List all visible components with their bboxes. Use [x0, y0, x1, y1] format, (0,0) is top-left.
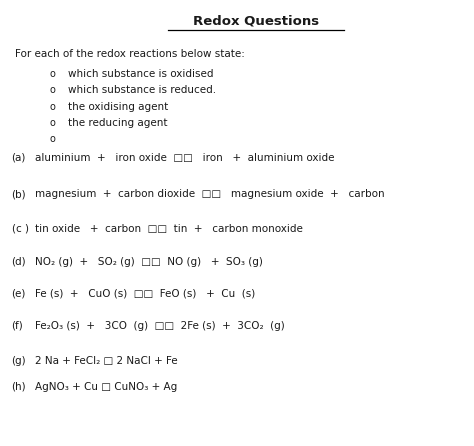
- Text: aluminium  +   iron oxide  □□   iron   +  aluminium oxide: aluminium + iron oxide □□ iron + alumini…: [35, 153, 334, 163]
- Text: (c ): (c ): [11, 224, 28, 234]
- Text: (e): (e): [11, 289, 26, 298]
- Text: (d): (d): [11, 257, 26, 267]
- Text: o: o: [50, 102, 56, 112]
- Text: which substance is oxidised: which substance is oxidised: [68, 69, 214, 79]
- Text: o: o: [50, 118, 56, 128]
- Text: Fe (s)  +   CuO (s)  □□  FeO (s)   +  Cu  (s): Fe (s) + CuO (s) □□ FeO (s) + Cu (s): [35, 289, 255, 298]
- Text: For each of the redox reactions below state:: For each of the redox reactions below st…: [15, 49, 245, 59]
- Text: Redox Questions: Redox Questions: [193, 15, 319, 28]
- Text: (h): (h): [11, 382, 26, 392]
- Text: Fe₂O₃ (s)  +   3CO  (g)  □□  2Fe (s)  +  3CO₂  (g): Fe₂O₃ (s) + 3CO (g) □□ 2Fe (s) + 3CO₂ (g…: [35, 321, 284, 330]
- Text: 2 Na + FeCl₂ □ 2 NaCl + Fe: 2 Na + FeCl₂ □ 2 NaCl + Fe: [35, 356, 177, 366]
- Text: AgNO₃ + Cu □ CuNO₃ + Ag: AgNO₃ + Cu □ CuNO₃ + Ag: [35, 382, 177, 392]
- Text: the oxidising agent: the oxidising agent: [68, 102, 169, 112]
- Text: the reducing agent: the reducing agent: [68, 118, 168, 128]
- Text: (f): (f): [11, 321, 23, 330]
- Text: magnesium  +  carbon dioxide  □□   magnesium oxide  +   carbon: magnesium + carbon dioxide □□ magnesium …: [35, 189, 384, 199]
- Text: tin oxide   +  carbon  □□  tin  +   carbon monoxide: tin oxide + carbon □□ tin + carbon monox…: [35, 224, 302, 234]
- Text: (b): (b): [11, 189, 26, 199]
- Text: o: o: [50, 134, 56, 145]
- Text: NO₂ (g)  +   SO₂ (g)  □□  NO (g)   +  SO₃ (g): NO₂ (g) + SO₂ (g) □□ NO (g) + SO₃ (g): [35, 257, 263, 267]
- Text: o: o: [50, 85, 56, 95]
- Text: (a): (a): [11, 153, 26, 163]
- Text: (g): (g): [11, 356, 26, 366]
- Text: o: o: [50, 69, 56, 79]
- Text: which substance is reduced.: which substance is reduced.: [68, 85, 217, 95]
